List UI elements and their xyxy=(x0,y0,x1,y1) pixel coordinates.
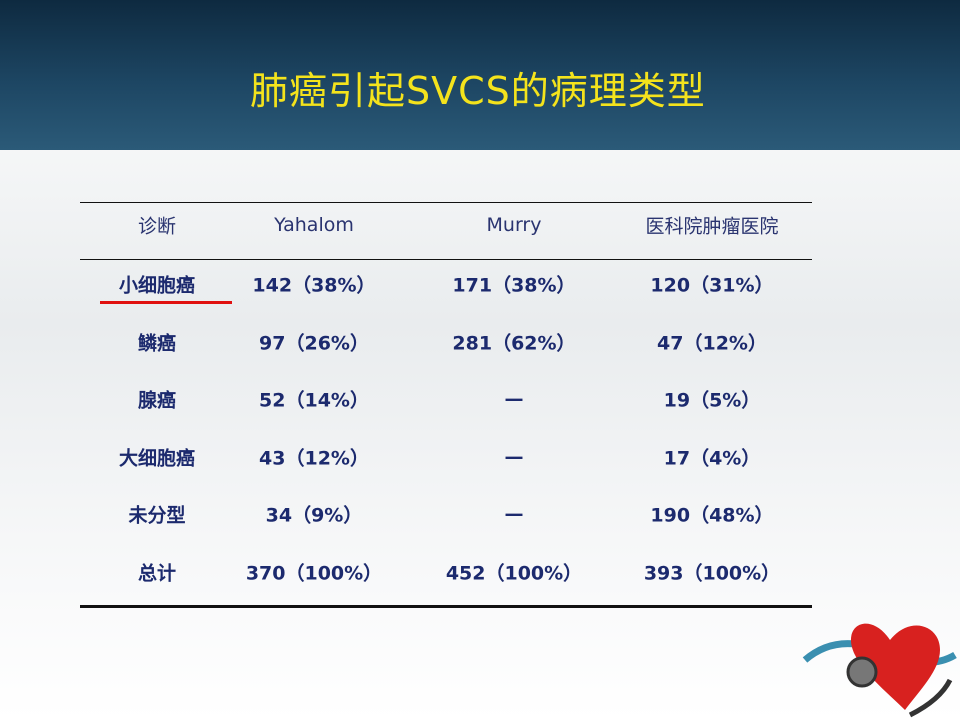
row-label: 大细胞癌 xyxy=(118,447,195,469)
table-cell: 34（9%） xyxy=(265,504,363,527)
header-cell: 诊断 xyxy=(137,215,176,238)
heart-stethoscope-icon xyxy=(802,623,957,718)
row-label: 未分型 xyxy=(128,504,186,527)
table-cell: 370（100%） xyxy=(245,562,383,584)
header-band xyxy=(0,0,960,150)
underline xyxy=(100,301,232,304)
row-label: 小细胞癌 xyxy=(118,274,195,297)
row-label: 总计 xyxy=(137,562,176,584)
row-label: 腺癌 xyxy=(137,389,176,412)
table-cell: 17（4%） xyxy=(663,447,761,469)
header-cell: Murry xyxy=(486,214,542,236)
table-cell: 19（5%） xyxy=(663,389,761,412)
table-cell: 43（12%） xyxy=(259,447,369,469)
table-cell: — xyxy=(504,388,524,410)
table-cell: 142（38%） xyxy=(252,274,376,297)
slide-title: 肺癌引起SVCS的病理类型 xyxy=(250,69,706,113)
header-cell: Yahalom xyxy=(274,214,354,236)
table-cell: 171（38%） xyxy=(452,274,576,297)
row-label: 鳞癌 xyxy=(137,332,176,354)
table-cell: 281（62%） xyxy=(452,332,576,354)
table-cell: 47（12%） xyxy=(657,332,767,354)
table-cell: 452（100%） xyxy=(445,562,583,584)
table-cell: — xyxy=(504,503,524,525)
table-bottom-rule xyxy=(80,605,812,608)
table-cell: 190（48%） xyxy=(650,504,774,527)
table-cell: 120（31%） xyxy=(650,274,774,297)
table-cell: 393（100%） xyxy=(643,562,781,584)
table-cell: — xyxy=(504,445,524,468)
table-cell: 52（14%） xyxy=(259,389,369,412)
header-cell: 医科院肿瘤医院 xyxy=(645,215,779,238)
table-cell: 97（26%） xyxy=(259,332,369,354)
header-rule xyxy=(80,259,812,260)
table-top-rule xyxy=(80,202,812,203)
